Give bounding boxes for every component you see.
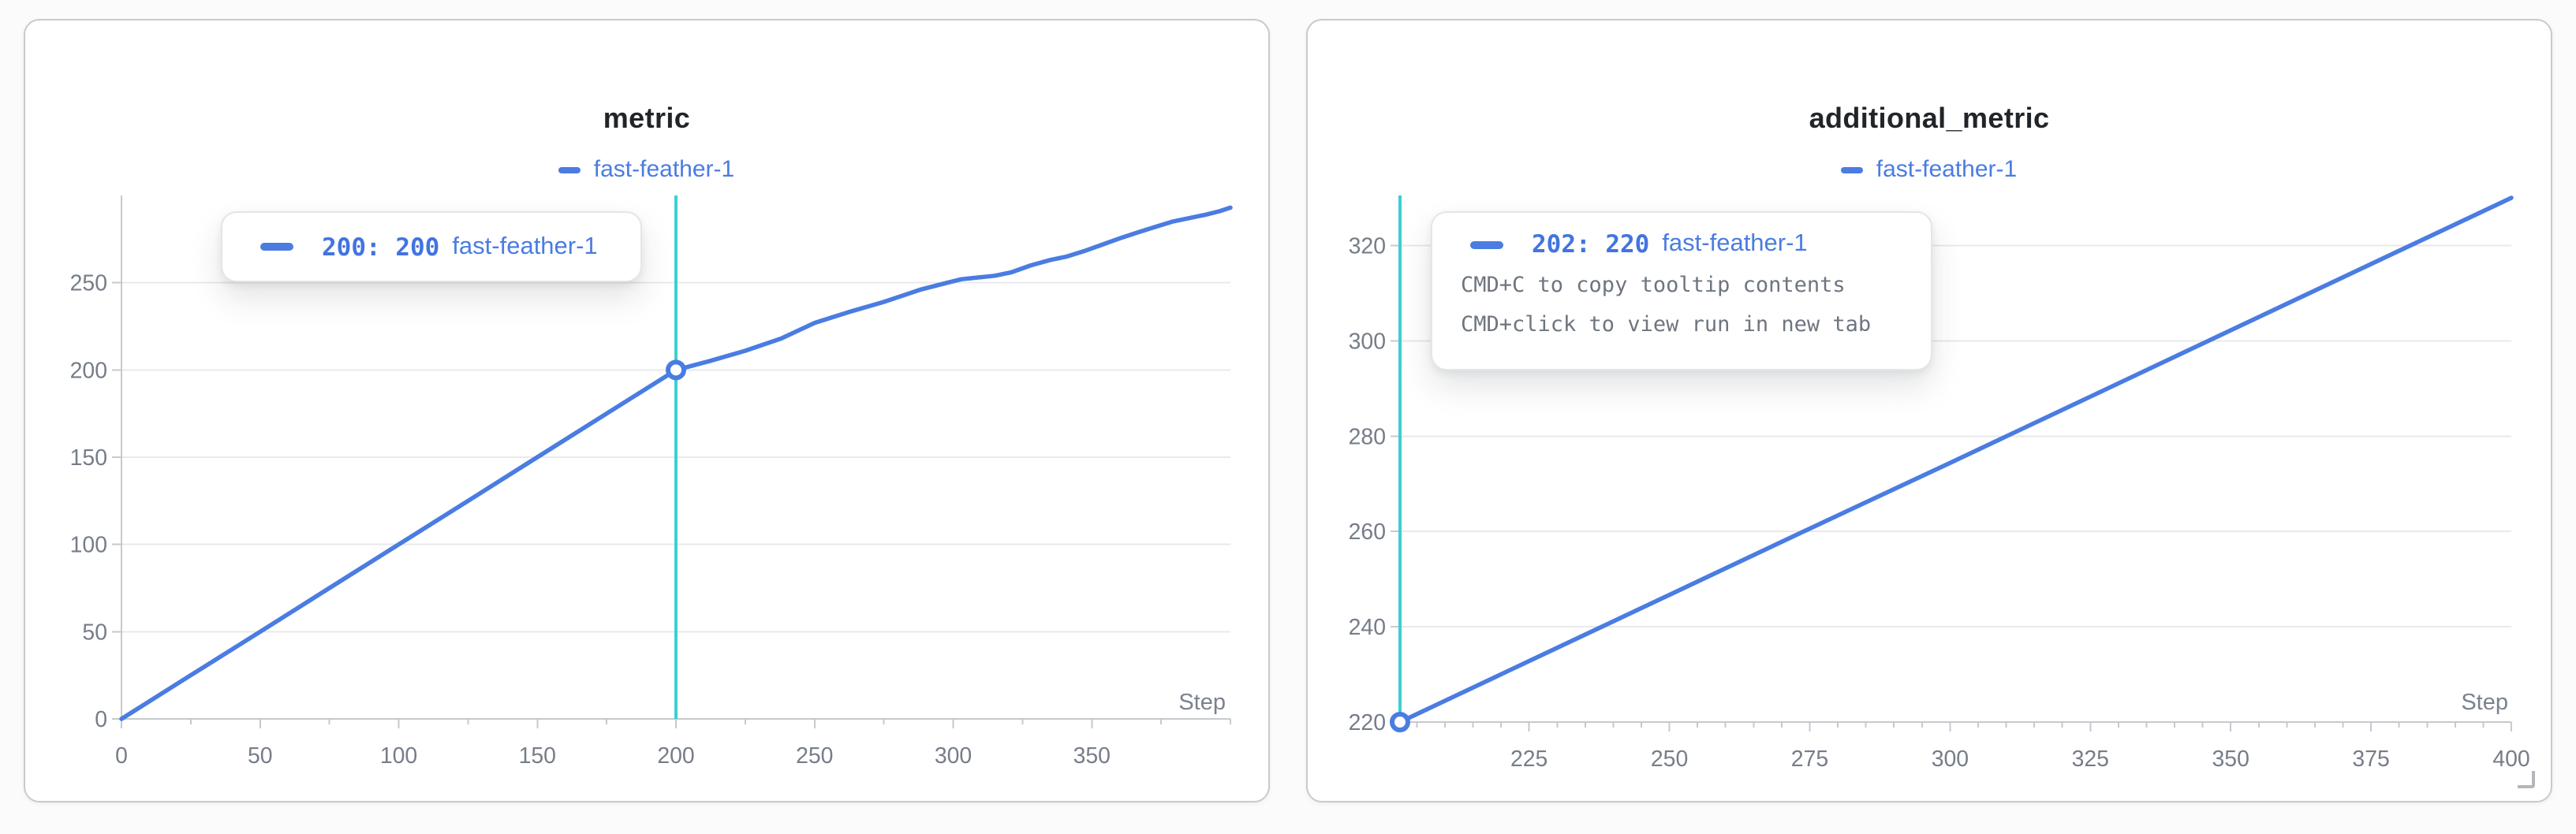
panel-title: metric bbox=[603, 102, 691, 134]
x-tick-label: 275 bbox=[1791, 747, 1828, 772]
y-tick-label: 100 bbox=[70, 533, 107, 558]
y-tick-label: 260 bbox=[1349, 519, 1386, 545]
tooltip-hint-copy: CMD+C to copy tooltip contents bbox=[1461, 273, 1846, 298]
x-tick-label: 50 bbox=[248, 743, 273, 769]
x-tick-label: 250 bbox=[796, 743, 833, 769]
tooltip-series-dash bbox=[260, 243, 293, 251]
y-tick-label: 250 bbox=[70, 271, 107, 296]
legend-swatch bbox=[1841, 166, 1864, 173]
x-axis-title: Step bbox=[1178, 691, 1226, 716]
y-tick-label: 300 bbox=[1349, 329, 1386, 354]
tooltip-hint-open: CMD+click to view run in new tab bbox=[1461, 312, 1872, 337]
legend-item-fast-feather-1[interactable]: fast-feather-1 bbox=[558, 156, 735, 183]
chart-tooltip: 202: 220 fast-feather-1 CMD+C to copy to… bbox=[1431, 211, 1932, 370]
y-tick-label: 320 bbox=[1349, 233, 1386, 259]
x-tick-label: 225 bbox=[1510, 747, 1547, 772]
series-line bbox=[1398, 195, 2514, 724]
x-tick-label: 100 bbox=[380, 743, 417, 769]
legend-swatch bbox=[558, 166, 581, 173]
y-tick-label: 220 bbox=[1349, 710, 1386, 735]
tooltip-value: 202: 220 bbox=[1532, 230, 1650, 259]
chart-tooltip: 200: 200 fast-feather-1 bbox=[221, 211, 642, 282]
panel-resize-handle[interactable] bbox=[2518, 771, 2535, 788]
y-tick-label: 200 bbox=[70, 358, 107, 383]
y-tick-label: 280 bbox=[1349, 424, 1386, 449]
highlight-marker bbox=[666, 359, 686, 381]
y-tick-label: 50 bbox=[82, 620, 107, 645]
x-tick-label: 200 bbox=[657, 743, 694, 769]
x-tick-label: 300 bbox=[1932, 747, 1969, 772]
x-tick-label: 0 bbox=[115, 743, 128, 769]
legend-label: fast-feather-1 bbox=[1876, 156, 2018, 183]
tooltip-run-name: fast-feather-1 bbox=[452, 233, 598, 259]
legend-label: fast-feather-1 bbox=[593, 156, 735, 183]
legend-item-fast-feather-1[interactable]: fast-feather-1 bbox=[1841, 156, 2018, 183]
y-tick-label: 240 bbox=[1349, 615, 1386, 640]
tooltip-value: 200: 200 bbox=[322, 233, 440, 261]
y-tick-label: 150 bbox=[70, 445, 107, 471]
tooltip-series-dash bbox=[1470, 240, 1503, 248]
panel-additional-metric: 220 240 260 280 300 320 225 250 275 300 325 350 375 4… bbox=[1306, 19, 2552, 802]
x-tick-label: 400 bbox=[2492, 747, 2529, 772]
series-line bbox=[119, 205, 1233, 721]
plot-area-metric[interactable]: 0 50 100 150 200 250 0 50 100 150 200 250 300 350 bbox=[25, 20, 1271, 804]
tooltip-run-name: fast-feather-1 bbox=[1662, 230, 1808, 257]
plot-area-additional-metric[interactable]: 220 240 260 280 300 320 225 250 275 300 325 350 375 4… bbox=[1308, 20, 2554, 804]
x-tick-label: 325 bbox=[2072, 747, 2109, 772]
x-tick-label: 250 bbox=[1651, 747, 1688, 772]
x-axis-title: Step bbox=[2461, 691, 2508, 716]
panel-metric: 0 50 100 150 200 250 0 50 100 150 200 250 300 350 met… bbox=[24, 19, 1270, 802]
x-tick-label: 350 bbox=[2212, 747, 2249, 772]
x-tick-label: 350 bbox=[1073, 743, 1111, 769]
legend: fast-feather-1 bbox=[25, 156, 1268, 183]
highlight-marker bbox=[1390, 712, 1410, 732]
y-tick-label: 0 bbox=[95, 707, 107, 732]
tooltip-value-row: 202: 220 fast-feather-1 bbox=[1461, 230, 1902, 259]
x-tick-label: 150 bbox=[519, 743, 556, 769]
panel-title: additional_metric bbox=[1809, 102, 2050, 134]
x-tick-label: 300 bbox=[935, 743, 972, 769]
x-tick-label: 375 bbox=[2352, 747, 2389, 772]
legend: fast-feather-1 bbox=[1308, 156, 2551, 183]
